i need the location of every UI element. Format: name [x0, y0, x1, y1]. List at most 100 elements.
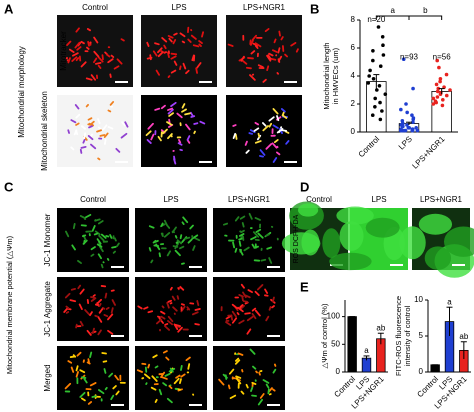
mito-segment: [155, 243, 161, 251]
significance: a: [390, 6, 395, 15]
mito-segment: [252, 231, 260, 238]
mito-segment: [161, 305, 165, 309]
data-point: [380, 109, 384, 113]
mito-segment: [170, 55, 177, 60]
mito-segment: [238, 237, 244, 241]
mito-segment: [198, 43, 202, 47]
mito-segment: [285, 140, 290, 145]
y-tick-label: 0: [336, 367, 341, 376]
mito-segment: [157, 51, 164, 58]
mito-segment: [77, 259, 82, 264]
mito-segment: [72, 223, 76, 230]
micrograph: [213, 208, 285, 272]
mito-segment: [75, 371, 79, 378]
mito-segment: [68, 48, 75, 54]
mito-segment: [93, 36, 99, 44]
data-point: [411, 86, 415, 91]
mito-segment: [218, 378, 225, 386]
n-label: n=93: [400, 53, 419, 62]
data-point: [373, 96, 377, 101]
mito-segment: [238, 319, 245, 325]
mito-segment: [240, 283, 245, 289]
mito-segment: [70, 366, 75, 373]
mito-segment: [136, 369, 143, 373]
mito-segment: [238, 240, 242, 247]
mito-segment: [234, 359, 241, 365]
mito-segment: [247, 289, 253, 294]
mito-segment: [276, 128, 284, 134]
mito-segment: [163, 44, 167, 50]
mito-segment: [251, 381, 257, 385]
mito-segment: [79, 148, 83, 154]
mito-segment: [79, 215, 86, 219]
mito-segment: [110, 54, 115, 58]
mito-segment: [170, 101, 177, 108]
data-point: [405, 123, 409, 127]
mito-segment: [238, 233, 245, 237]
data-point: [399, 107, 403, 112]
mito-segment: [106, 257, 110, 261]
micrograph: [57, 15, 133, 87]
mito-segment: [257, 132, 261, 138]
mito-segment: [252, 42, 259, 47]
mito-segment: [254, 45, 259, 49]
data-point: [415, 128, 420, 133]
mito-segment: [250, 236, 257, 241]
mito-segment: [240, 304, 246, 310]
mito-segment: [260, 258, 267, 262]
mito-segment: [103, 314, 109, 318]
mito-segment: [180, 303, 185, 306]
mito-segment: [265, 315, 270, 322]
mito-segment: [168, 112, 175, 117]
mito-segment: [189, 224, 194, 230]
mito-segment: [97, 64, 102, 70]
mito-segment: [259, 155, 264, 158]
mito-segment: [92, 327, 95, 334]
micrograph: [57, 95, 133, 167]
mito-segment: [155, 318, 163, 325]
mito-segment: [245, 66, 252, 70]
mito-segment: [273, 363, 277, 367]
column-header: LPS: [371, 195, 386, 204]
cell: [418, 213, 453, 235]
mito-segment: [162, 128, 168, 135]
mito-segment: [181, 108, 187, 113]
column-header: LPS+NGR1: [420, 195, 463, 204]
mito-segment: [143, 373, 151, 380]
mito-segment: [155, 69, 160, 76]
mito-segment: [154, 365, 159, 369]
y-tick-label: 10: [414, 295, 423, 304]
data-point: [411, 117, 416, 122]
mito-segment: [93, 50, 100, 58]
data-point: [410, 113, 414, 117]
mito-segment: [173, 60, 178, 66]
mito-segment: [97, 253, 102, 260]
mito-segment: [252, 365, 257, 370]
mito-segment: [97, 220, 104, 225]
mito-segment: [75, 122, 80, 126]
mito-segment: [151, 375, 158, 382]
mito-segment: [272, 124, 279, 129]
mito-segment: [225, 321, 232, 326]
cell: [339, 221, 364, 251]
mito-segment: [80, 61, 87, 68]
mito-segment: [190, 115, 196, 118]
data-point: [441, 98, 445, 102]
y-tick-label: 8: [351, 15, 356, 24]
mito-segment: [240, 59, 248, 65]
y-tick-label: 0: [419, 367, 424, 376]
mito-segment: [199, 120, 206, 125]
micrograph: [141, 15, 217, 87]
mito-segment: [254, 140, 262, 144]
mito-segment: [264, 28, 270, 33]
mito-segment: [241, 222, 245, 228]
mito-segment: [266, 54, 272, 62]
mito-segment: [261, 122, 267, 127]
data-point: [378, 64, 383, 68]
mito-segment: [174, 249, 181, 257]
y-axis-label: Mitochondrial length: [322, 42, 331, 109]
micrograph: [57, 208, 129, 272]
row-label: ROS DCFH-DA: [293, 214, 300, 263]
mito-segment: [83, 132, 87, 140]
